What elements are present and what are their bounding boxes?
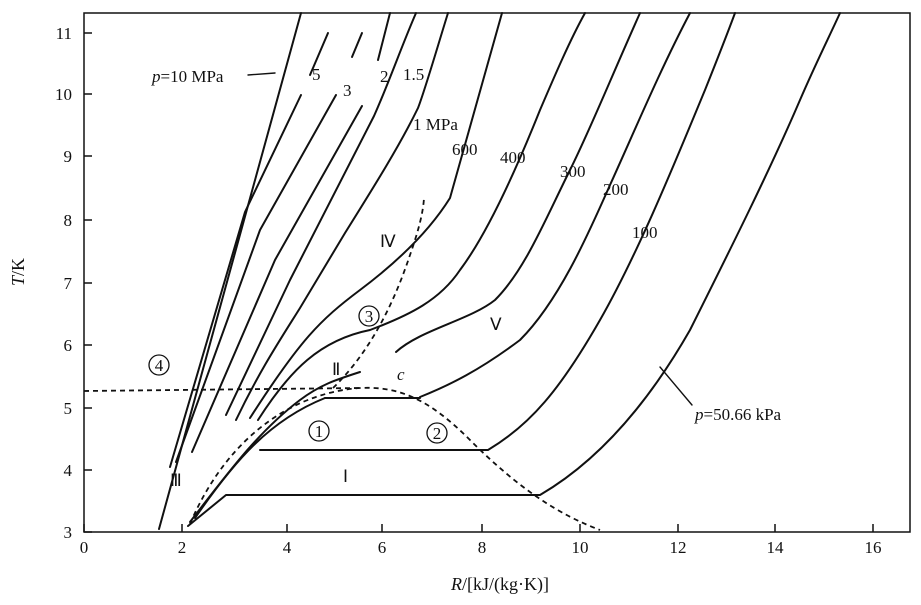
x-ticks — [83, 524, 874, 532]
y-tick-label: 5 — [64, 399, 73, 418]
y-tick-label: 9 — [64, 147, 73, 166]
label-p2: 2 — [380, 67, 389, 86]
point-marker-3: 3 — [358, 305, 380, 327]
isobar-5mpa-upper — [309, 32, 329, 76]
isobar-left-branch-b — [194, 397, 326, 519]
region-label-ii: Ⅱ — [332, 360, 340, 379]
region-label-iv: Ⅳ — [380, 232, 396, 251]
y-tick-label: 6 — [64, 336, 73, 355]
plot-frame — [83, 12, 911, 533]
label-p400: 400 — [500, 148, 526, 167]
label-p300: 300 — [560, 162, 586, 181]
x-tick-label: 10 — [572, 538, 589, 557]
x-tick-label: 4 — [283, 538, 292, 557]
pointer-50-66kpa — [659, 366, 693, 406]
label-p1mpa: 1 MPa — [413, 115, 458, 134]
label-p50-66kpa: p=50.66 kPa — [694, 405, 782, 424]
y-ticks — [84, 32, 92, 533]
isobar-50-66kpa — [187, 12, 841, 527]
label-p10mpa: p=10 MPa — [151, 67, 224, 86]
isobar-1mpa — [235, 12, 449, 421]
pseudo-critical-line — [332, 197, 425, 389]
x-tick-label: 6 — [378, 538, 387, 557]
y-tick-label: 11 — [56, 24, 72, 43]
pointer-10mpa — [247, 72, 276, 76]
label-p100: 100 — [632, 223, 658, 242]
x-tick-label: 16 — [865, 538, 882, 557]
x-axis-title: R/[kJ/(kg·K)] — [450, 574, 549, 595]
point-marker-2: 2 — [426, 422, 448, 444]
isobars — [158, 12, 841, 530]
x-tick-label: 12 — [670, 538, 687, 557]
isobar-5mpa — [169, 94, 302, 468]
critical-point-label: c — [397, 365, 405, 384]
y-tick-labels: 3 4 5 6 7 8 9 10 11 — [55, 24, 73, 542]
svg-text:2: 2 — [433, 424, 442, 443]
x-tick-label: 2 — [178, 538, 187, 557]
svg-text:3: 3 — [365, 307, 374, 326]
label-p1-5: 1.5 — [403, 65, 424, 84]
label-p5: 5 — [312, 65, 321, 84]
isobar-1-5mpa — [225, 12, 417, 416]
y-tick-label: 10 — [55, 85, 72, 104]
isobar-3mpa — [175, 94, 337, 463]
y-tick-label: 3 — [64, 523, 73, 542]
critical-isobar-dashed — [83, 387, 361, 392]
y-axis-title: T/K — [8, 258, 28, 286]
region-label-i: Ⅰ — [343, 467, 348, 486]
y-tick-label: 7 — [64, 274, 73, 293]
x-tick-label: 14 — [767, 538, 785, 557]
isobar-3mpa-upper — [351, 32, 363, 58]
isobar-2mpa-upper — [377, 12, 391, 61]
svg-text:1: 1 — [315, 422, 324, 441]
x-tick-labels: 0 2 4 6 8 10 12 14 16 — [80, 538, 882, 557]
region-label-v: Ⅴ — [490, 315, 502, 334]
isobar-100kpa — [259, 12, 736, 451]
isobar-300kpa — [395, 12, 641, 353]
region-label-iii: Ⅲ — [170, 471, 182, 490]
y-tick-label: 4 — [64, 461, 73, 480]
isobar-600kpa — [249, 12, 503, 419]
point-marker-4: 4 — [148, 354, 170, 376]
x-tick-label: 0 — [80, 538, 89, 557]
point-marker-1: 1 — [308, 420, 330, 442]
y-tick-label: 8 — [64, 211, 73, 230]
label-p3: 3 — [343, 81, 352, 100]
label-p200: 200 — [603, 180, 629, 199]
x-tick-label: 8 — [478, 538, 487, 557]
isobar-400kpa — [257, 12, 586, 421]
label-p600: 600 — [452, 140, 478, 159]
svg-text:4: 4 — [155, 356, 164, 375]
isobar-2mpa — [191, 105, 363, 453]
isobar-200kpa — [419, 12, 691, 398]
